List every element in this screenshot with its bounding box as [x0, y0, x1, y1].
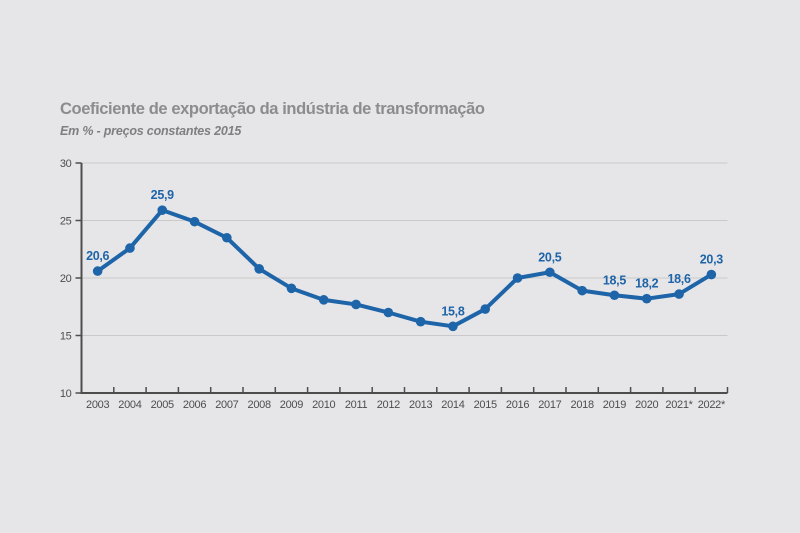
chart-subtitle: Em % - preços constantes 2015 — [60, 124, 242, 138]
x-tick-label: 2005 — [151, 399, 174, 411]
x-tick-label: 2013 — [409, 399, 432, 411]
x-tick-label: 2008 — [248, 399, 271, 411]
data-point — [577, 285, 587, 296]
data-point-label: 18,5 — [603, 273, 626, 287]
x-tick-label: 2007 — [215, 399, 238, 411]
x-tick-label: 2016 — [506, 399, 529, 411]
x-tick-label: 2009 — [280, 399, 303, 411]
chart-title: Coeficiente de exportação da indústria d… — [60, 100, 485, 118]
data-point — [383, 307, 394, 318]
y-tick-label: 10 — [60, 388, 72, 400]
data-point — [674, 289, 684, 299]
data-point — [545, 267, 555, 278]
x-tick-label: 2018 — [571, 399, 594, 411]
data-point-label: 18,2 — [635, 277, 658, 291]
data-point-label: 20,6 — [86, 249, 109, 263]
data-point — [254, 264, 264, 274]
y-tick-label: 30 — [60, 158, 72, 170]
data-point — [415, 316, 426, 327]
data-point — [448, 321, 458, 332]
x-tick-label: 2010 — [312, 399, 335, 411]
data-point-label: 20,3 — [700, 253, 723, 267]
data-point-label: 18,6 — [667, 272, 690, 286]
x-tick-label: 2004 — [118, 399, 141, 411]
data-point — [512, 273, 523, 283]
x-tick-label: 2020 — [635, 399, 658, 411]
data-point — [125, 243, 135, 253]
data-point-label: 25,9 — [151, 188, 174, 202]
x-tick-label: 2019 — [603, 399, 626, 411]
y-tick-label: 20 — [60, 273, 72, 285]
data-point — [706, 269, 717, 280]
x-tick-label: 2017 — [538, 399, 561, 411]
x-tick-label: 2015 — [474, 399, 497, 411]
data-point — [286, 283, 297, 294]
x-tick-label: 2014 — [441, 399, 464, 411]
data-point — [189, 216, 200, 227]
data-point — [157, 205, 168, 215]
x-tick-label: 2012 — [377, 399, 400, 411]
x-tick-label: 2003 — [86, 399, 109, 411]
data-line — [95, 208, 714, 329]
x-tick-label: 2022* — [698, 399, 726, 411]
x-tick-label: 2006 — [183, 399, 206, 411]
data-point — [609, 290, 620, 301]
y-tick-label: 15 — [60, 331, 72, 343]
data-point — [222, 232, 232, 243]
data-point — [318, 295, 329, 305]
y-tick-label: 25 — [60, 216, 72, 228]
data-point — [92, 266, 103, 276]
data-point-label: 15,8 — [441, 304, 464, 318]
data-point — [480, 304, 491, 314]
x-tick-label: 2021* — [665, 399, 693, 411]
data-point — [351, 299, 361, 310]
x-tick-label: 2011 — [345, 399, 368, 411]
data-point — [641, 293, 652, 304]
data-point-label: 20,5 — [538, 250, 561, 264]
